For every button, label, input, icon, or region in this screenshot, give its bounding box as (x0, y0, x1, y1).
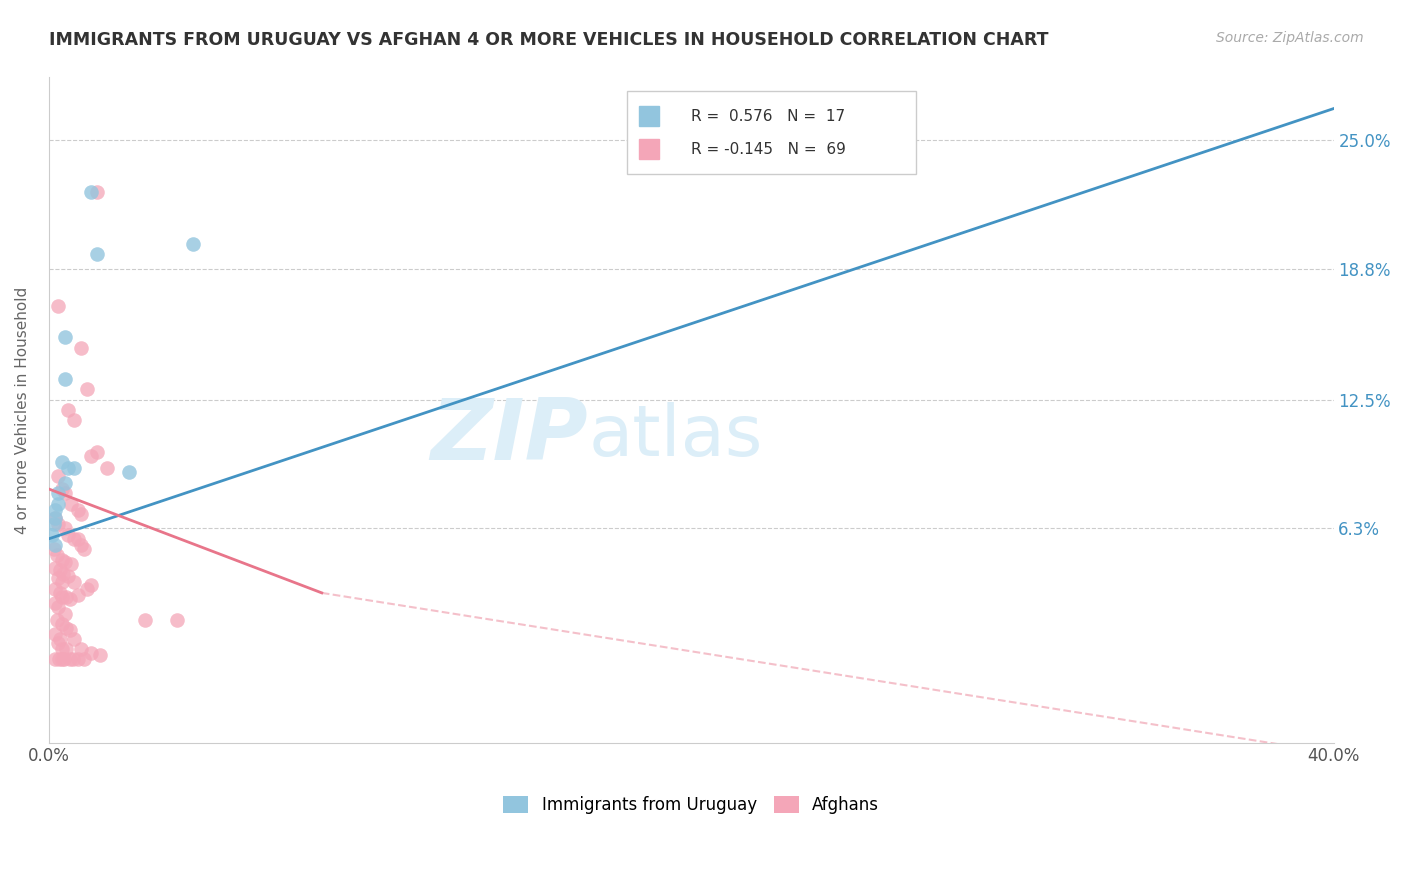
Text: R =  0.576   N =  17: R = 0.576 N = 17 (692, 109, 845, 123)
Point (44, 502, 66, 516)
Point (86, 444, 108, 458)
Text: atlas: atlas (588, 402, 762, 471)
Point (62, 652, 84, 666)
Point (46, 636, 69, 650)
Point (56, 569, 79, 583)
Point (63, 575, 86, 590)
Point (48, 299, 70, 313)
Point (44, 538, 66, 552)
Point (48, 652, 70, 666)
Point (53, 475, 76, 490)
Point (181, 236, 204, 251)
Point (59, 624, 82, 638)
Point (48, 486, 70, 500)
Point (51, 552, 73, 566)
Point (44, 511, 66, 525)
Text: ZIP: ZIP (430, 395, 588, 478)
Point (42, 517, 65, 532)
Point (55, 621, 77, 635)
Point (53, 330, 76, 344)
Point (55, 590, 77, 604)
Point (56, 527, 79, 541)
Point (51, 590, 73, 604)
Point (96, 461, 118, 475)
Point (79, 577, 101, 591)
Point (49, 632, 72, 646)
Point (76, 382, 98, 396)
Point (51, 652, 73, 666)
Point (51, 642, 73, 657)
Point (86, 185, 108, 199)
Point (51, 482, 73, 496)
Point (79, 646, 101, 660)
Point (63, 632, 86, 646)
Point (53, 372, 76, 386)
Point (86, 247, 108, 261)
Point (52, 567, 75, 582)
Point (63, 413, 86, 427)
Point (73, 542, 96, 557)
Point (49, 586, 72, 600)
Point (59, 652, 82, 666)
Point (63, 461, 86, 475)
Point (51, 455, 73, 469)
Point (166, 613, 188, 627)
Point (44, 561, 66, 575)
Point (48, 571, 70, 585)
Point (76, 582, 98, 596)
Point (44, 596, 66, 610)
Text: R = -0.145   N =  69: R = -0.145 N = 69 (692, 142, 846, 157)
Point (53, 486, 76, 500)
Point (45, 613, 67, 627)
Point (44, 582, 66, 596)
Point (66, 652, 89, 666)
Point (53, 521, 76, 535)
Point (44, 511, 66, 525)
Point (44, 652, 66, 666)
Point (66, 588, 89, 602)
Point (49, 563, 72, 577)
Point (70, 341, 93, 355)
Point (59, 592, 82, 607)
Point (41, 527, 63, 541)
Point (53, 607, 76, 621)
Point (79, 449, 101, 463)
Point (56, 461, 79, 475)
Point (63, 532, 86, 546)
Point (53, 555, 76, 569)
Point (118, 466, 141, 480)
Point (44, 627, 66, 641)
Point (66, 532, 89, 546)
Text: IMMIGRANTS FROM URUGUAY VS AFGHAN 4 OR MORE VEHICLES IN HOUSEHOLD CORRELATION CH: IMMIGRANTS FROM URUGUAY VS AFGHAN 4 OR M… (49, 31, 1049, 49)
Point (42, 542, 65, 557)
Point (70, 642, 93, 657)
Point (70, 507, 93, 521)
Point (60, 557, 83, 571)
Point (89, 648, 111, 663)
Point (55, 642, 77, 657)
Point (51, 617, 73, 632)
Point (48, 469, 70, 483)
Point (48, 517, 70, 532)
Point (45, 549, 67, 563)
Point (134, 613, 156, 627)
Legend: Immigrants from Uruguay, Afghans: Immigrants from Uruguay, Afghans (496, 789, 886, 821)
Y-axis label: 4 or more Vehicles in Household: 4 or more Vehicles in Household (15, 286, 30, 533)
Point (56, 403, 79, 417)
FancyBboxPatch shape (627, 91, 915, 174)
Point (60, 496, 83, 510)
Text: Source: ZipAtlas.com: Source: ZipAtlas.com (1216, 31, 1364, 45)
Point (53, 652, 76, 666)
Point (48, 600, 70, 615)
Point (51, 575, 73, 590)
Point (66, 502, 89, 516)
Point (73, 652, 96, 666)
Point (48, 496, 70, 510)
Point (70, 538, 93, 552)
Point (79, 185, 101, 199)
